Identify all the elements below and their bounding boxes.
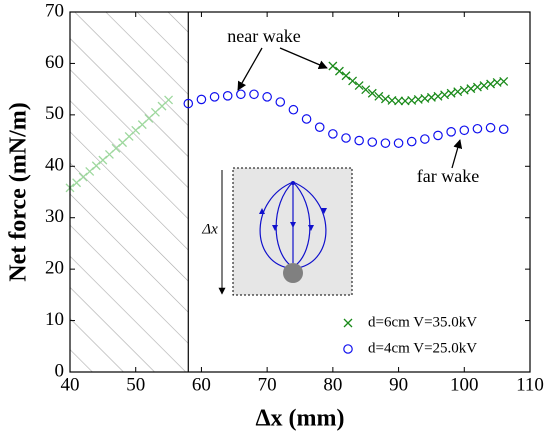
circle-marker	[249, 89, 259, 100]
circle-marker	[406, 136, 417, 147]
legend-label: d=6cm V=35.0kV	[368, 314, 477, 330]
legend-marker	[343, 318, 353, 328]
circle-marker	[354, 135, 364, 146]
x-tick-label: 60	[192, 374, 211, 395]
annotation-arrows	[237, 47, 463, 169]
x-marker	[446, 88, 456, 98]
x-marker	[394, 96, 404, 106]
legend-marker	[343, 344, 353, 354]
x-marker	[348, 76, 358, 86]
y-tick-label: 20	[45, 258, 64, 279]
circle-marker	[288, 104, 299, 115]
circle-marker	[236, 89, 246, 100]
circle-marker	[301, 114, 312, 124]
x-axis-label: Δx (mm)	[255, 406, 344, 432]
y-tick-label: 60	[45, 52, 64, 73]
circle-marker	[314, 122, 325, 132]
circle-marker	[328, 129, 338, 139]
y-axis-label: Net force (mN/m)	[6, 102, 32, 281]
circle-marker	[433, 130, 443, 141]
circle-marker	[183, 98, 194, 109]
circle-marker	[341, 133, 351, 143]
circle-marker	[472, 123, 483, 134]
circle-marker	[446, 127, 456, 137]
x-tick-label: 80	[323, 374, 342, 395]
x-marker	[354, 81, 364, 91]
circle-marker	[209, 92, 220, 102]
y-tick-label: 50	[45, 103, 64, 124]
y-tick-label: 70	[45, 0, 64, 21]
circle-marker	[222, 91, 233, 101]
y-tick-label: 30	[45, 206, 64, 227]
y-tick-label: 40	[45, 155, 64, 176]
x-marker	[459, 85, 469, 95]
x-marker	[164, 95, 174, 105]
x-marker	[486, 79, 496, 89]
x-marker	[334, 66, 344, 76]
x-marker	[341, 71, 351, 81]
x-marker	[440, 90, 450, 100]
x-tick-label: 70	[258, 374, 277, 395]
y-tick-label: 0	[55, 360, 65, 381]
x-marker	[361, 85, 371, 95]
x-marker	[466, 84, 476, 94]
circle-marker	[498, 124, 509, 135]
circle-marker	[420, 134, 430, 144]
x-tick-label: 100	[450, 374, 479, 395]
circle-marker	[393, 138, 404, 148]
x-tick-label: 40	[61, 374, 80, 395]
annotation: far wake	[417, 166, 479, 186]
x-tick-label: 110	[516, 374, 544, 395]
circle-marker	[196, 94, 207, 105]
annotation: near wake	[227, 26, 300, 46]
x-tick-label: 50	[126, 374, 145, 395]
y-tick-label: 10	[45, 309, 64, 330]
annotation: Δx	[201, 221, 218, 237]
x-tick-label: 90	[389, 374, 408, 395]
x-marker	[472, 82, 482, 92]
masked-region	[70, 12, 189, 372]
circle-marker	[275, 97, 286, 107]
x-marker	[328, 61, 338, 71]
x-marker	[479, 81, 489, 91]
legend-label: d=4cm V=25.0kV	[368, 340, 477, 356]
hatch-fill	[70, 12, 189, 372]
x-marker	[380, 94, 390, 104]
circle-marker	[459, 125, 470, 136]
inset-diagram	[218, 167, 353, 296]
plot-frame	[69, 11, 531, 373]
circle-marker	[262, 92, 272, 102]
x-marker	[453, 87, 463, 97]
circle-marker	[485, 122, 496, 133]
x-marker	[433, 91, 443, 101]
x-marker	[374, 91, 384, 101]
circle-marker	[367, 137, 378, 147]
x-marker	[499, 76, 509, 86]
circle-marker	[380, 138, 391, 148]
x-marker	[367, 88, 377, 98]
